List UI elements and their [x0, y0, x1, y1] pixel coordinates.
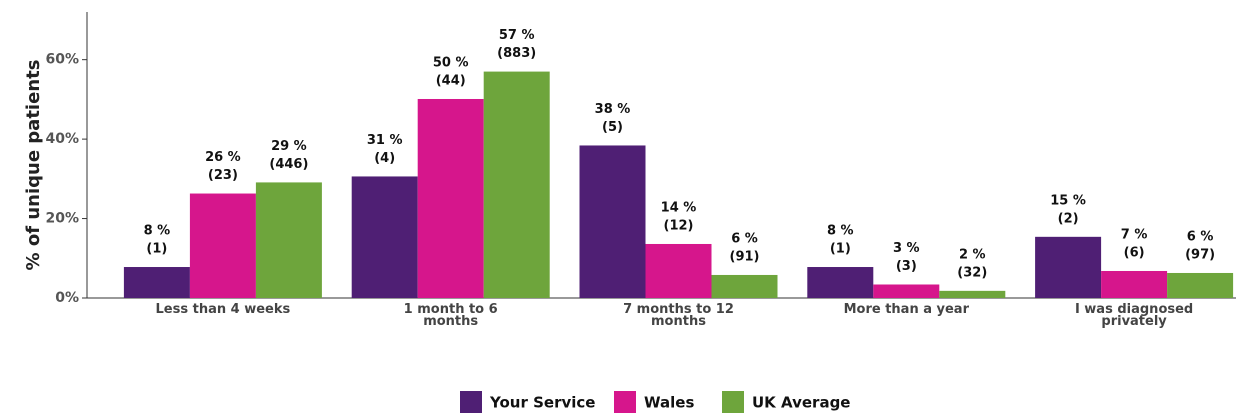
- value-label: 6 %: [1187, 229, 1214, 244]
- value-label: 8 %: [827, 224, 854, 239]
- legend-label: UK Average: [752, 394, 850, 412]
- count-label: (2): [1058, 211, 1079, 226]
- count-label: (883): [497, 46, 536, 61]
- legend-swatch: [460, 391, 482, 413]
- bar: [711, 274, 778, 298]
- bar: [873, 284, 940, 298]
- bar: [483, 71, 550, 298]
- count-label: (1): [830, 242, 851, 257]
- count-label: (3): [896, 259, 917, 274]
- bar: [579, 145, 646, 298]
- bar: [1035, 236, 1102, 298]
- legend-swatch: [722, 391, 744, 413]
- value-label: 29 %: [271, 139, 307, 154]
- count-label: (5): [602, 120, 623, 135]
- count-label: (44): [436, 73, 466, 88]
- count-label: (4): [374, 151, 395, 166]
- bar: [939, 290, 1006, 298]
- bar: [123, 267, 190, 298]
- legend-label: Wales: [644, 394, 694, 412]
- x-tick-label: I was diagnosed privately: [1074, 302, 1194, 329]
- value-label: 15 %: [1050, 193, 1086, 208]
- x-tick-label: 1 month to 6 months: [403, 302, 498, 329]
- y-tick-label: 40%: [45, 131, 79, 147]
- count-label: (6): [1124, 245, 1145, 260]
- bar: [1101, 270, 1168, 298]
- y-tick-label: 60%: [45, 52, 79, 68]
- x-tick-label: 7 months to 12 months: [623, 302, 734, 329]
- x-tick-label: More than a year: [843, 302, 969, 317]
- bar: [255, 182, 322, 298]
- legend-swatch: [614, 391, 636, 413]
- value-label: 7 %: [1121, 227, 1148, 242]
- y-tick-label: 0%: [55, 290, 79, 306]
- bar: [807, 267, 874, 298]
- value-label: 50 %: [433, 55, 469, 70]
- value-label: 3 %: [893, 241, 920, 256]
- bar: [351, 176, 418, 298]
- value-label: 26 %: [205, 150, 241, 165]
- value-label: 6 %: [731, 231, 758, 246]
- value-label: 31 %: [367, 133, 403, 148]
- legend-label: Your Service: [489, 394, 595, 412]
- bar: [645, 243, 712, 298]
- value-label: 8 %: [144, 224, 171, 239]
- bar: [189, 193, 256, 298]
- count-label: (97): [1185, 247, 1215, 262]
- value-label: 57 %: [499, 28, 535, 43]
- value-label: 2 %: [959, 247, 986, 262]
- count-label: (91): [730, 249, 760, 264]
- value-label: 14 %: [661, 200, 697, 215]
- count-label: (1): [146, 242, 167, 257]
- count-label: (446): [269, 157, 308, 172]
- count-label: (32): [957, 265, 987, 280]
- bar: [1167, 272, 1234, 298]
- x-tick-label: Less than 4 weeks: [155, 302, 291, 317]
- value-label: 38 %: [595, 102, 631, 117]
- count-label: (23): [208, 168, 238, 183]
- y-axis-label: % of unique patients: [23, 60, 44, 271]
- bar: [417, 98, 484, 298]
- count-label: (12): [664, 218, 694, 233]
- y-tick-label: 20%: [45, 211, 79, 227]
